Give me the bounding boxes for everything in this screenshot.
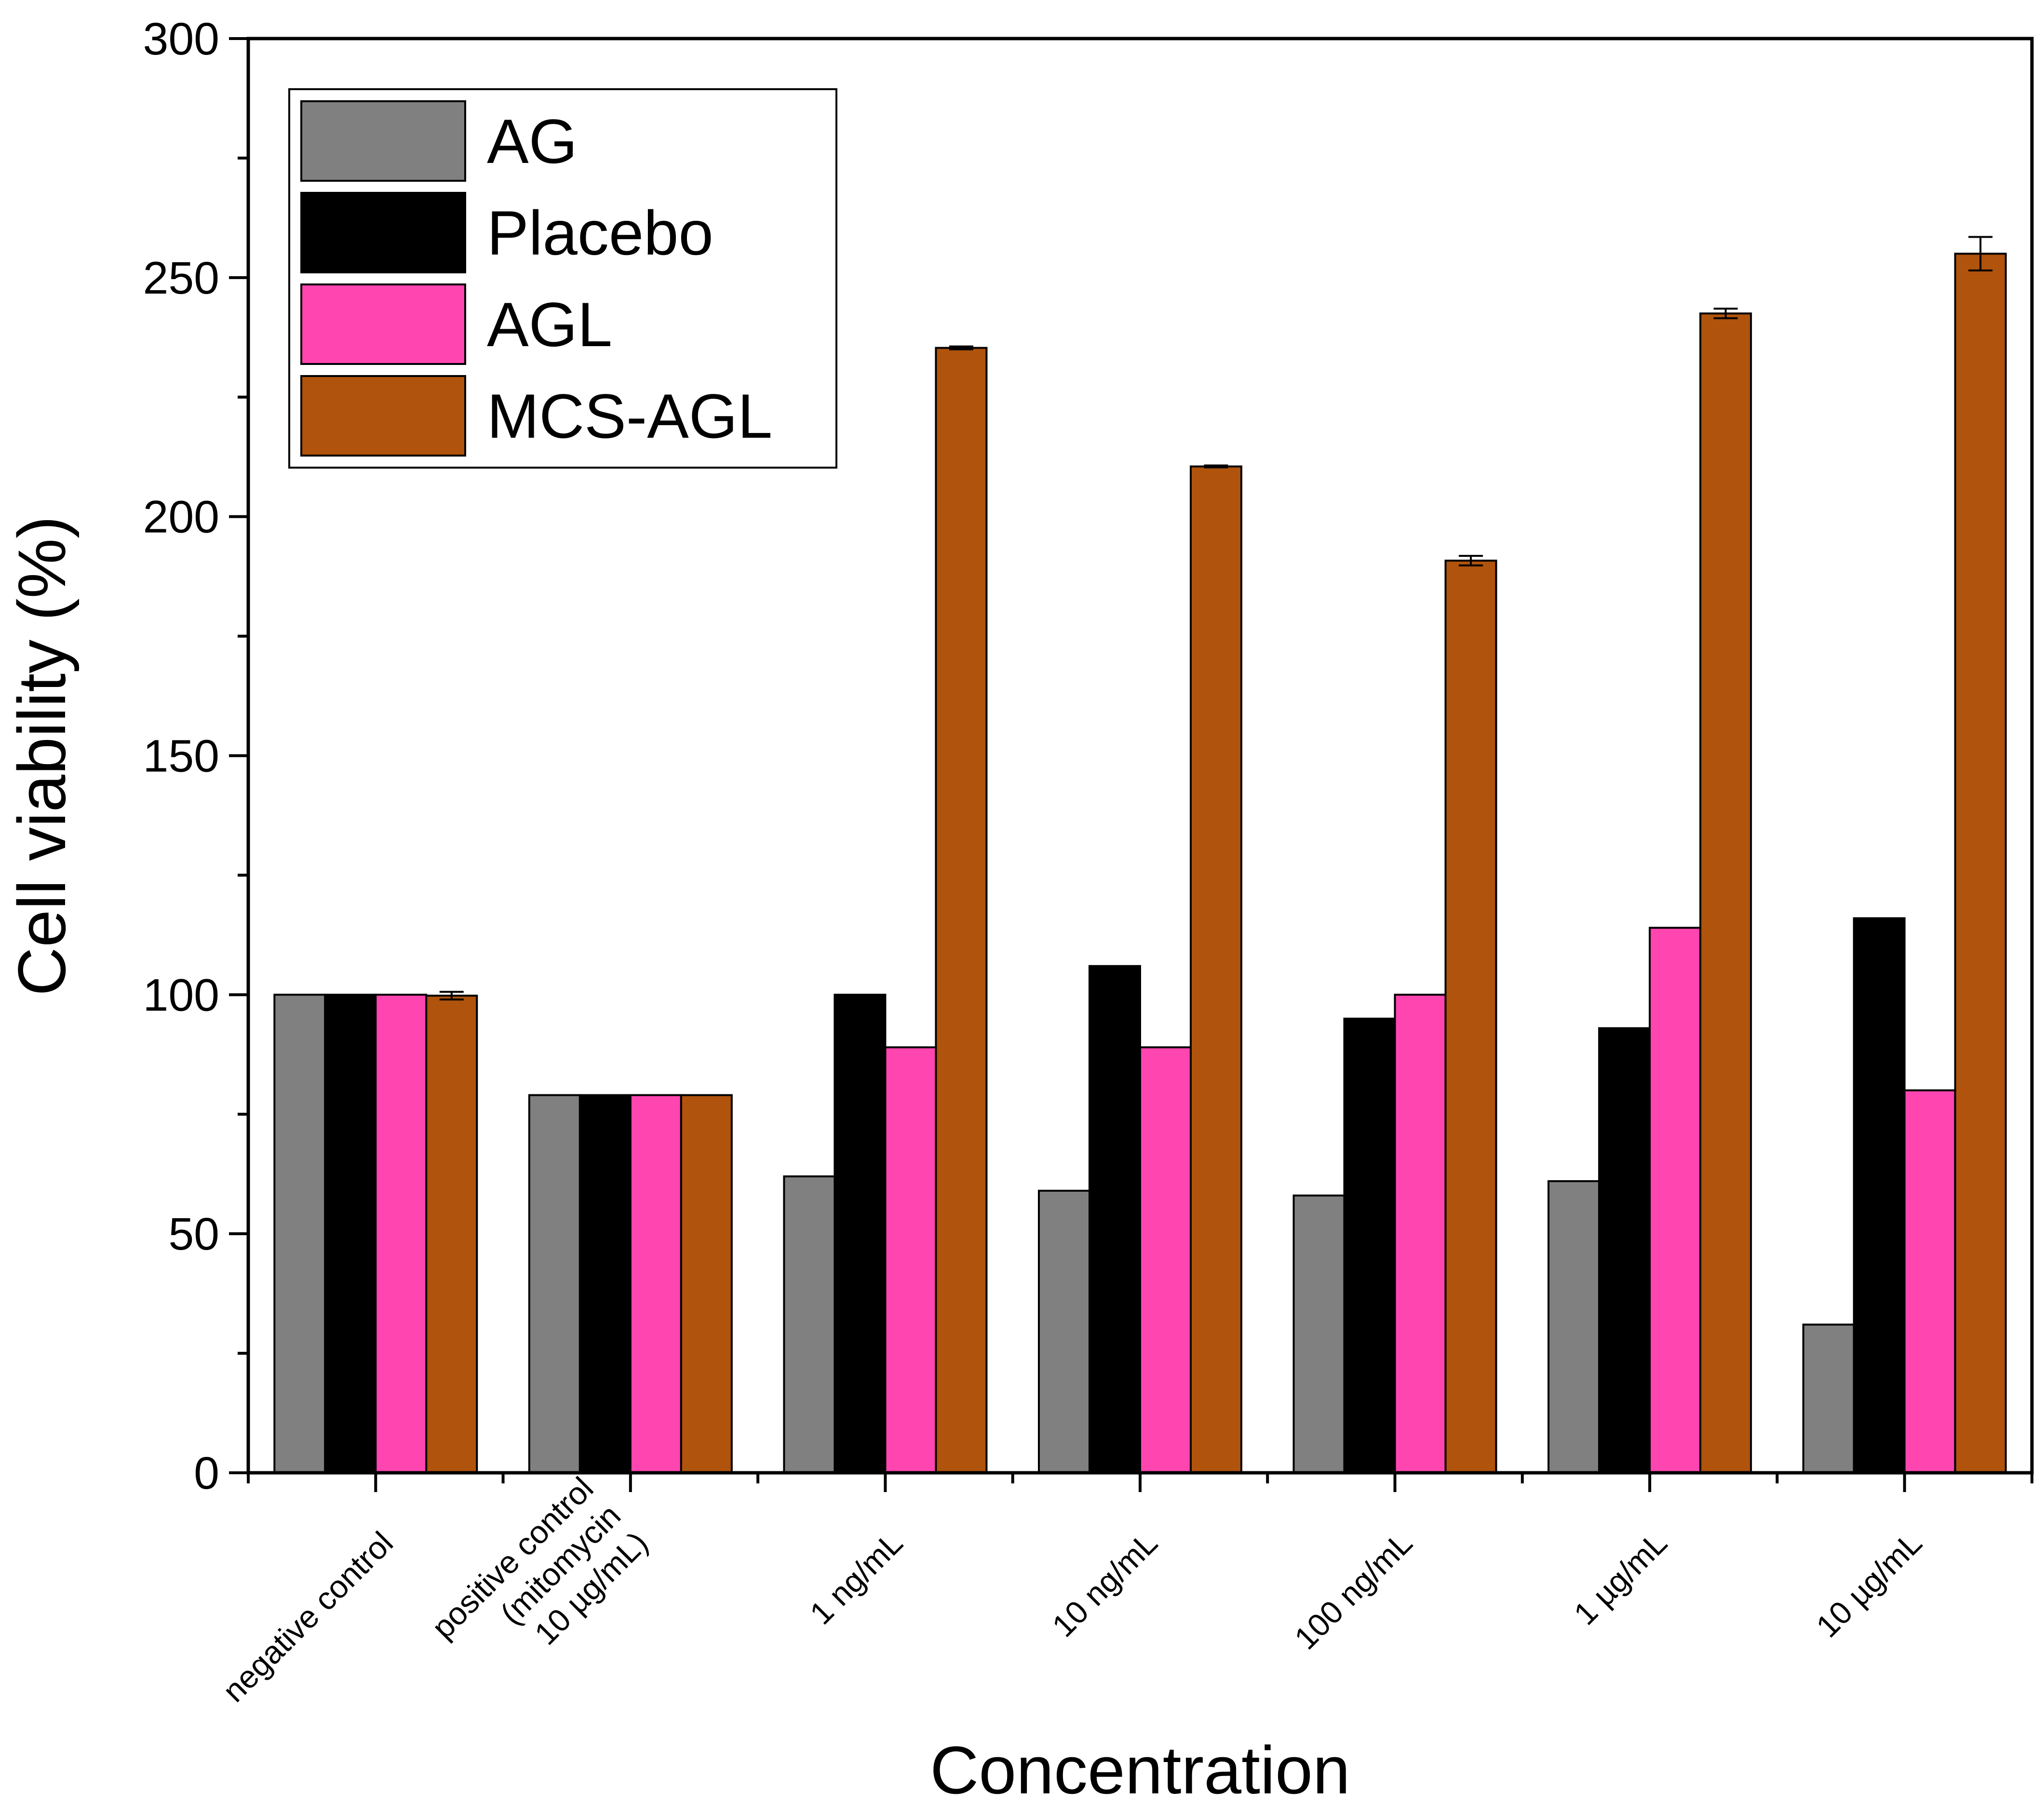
bar-ag-5 — [1547, 1180, 1600, 1474]
error-bar-mcs-agl-5 — [1713, 308, 1738, 320]
y-tick-label: 300 — [143, 13, 219, 65]
y-tick-label: 0 — [194, 1448, 219, 1499]
bar-ag-0 — [273, 994, 326, 1474]
legend-label-ag: AG — [487, 106, 578, 176]
bar-mcs-agl-1 — [680, 1094, 733, 1474]
bar-mcs-agl-5 — [1699, 312, 1752, 1474]
bar-placebo-2 — [834, 994, 887, 1474]
legend-items: AG Placebo AGL MCS-AGL — [300, 100, 772, 457]
y-tick-label: 50 — [168, 1209, 219, 1260]
bar-placebo-4 — [1343, 1017, 1396, 1474]
error-bars-layer — [439, 236, 1993, 1001]
bar-agl-0 — [375, 994, 428, 1474]
bar-placebo-1 — [578, 1094, 632, 1474]
y-tick-label: 150 — [143, 731, 219, 782]
bar-placebo-6 — [1853, 917, 1906, 1474]
error-bar-mcs-agl-3 — [1204, 464, 1228, 469]
error-bar-mcs-agl-6 — [1968, 236, 1993, 271]
bar-ag-6 — [1802, 1323, 1855, 1474]
y-tick-label: 100 — [143, 969, 219, 1021]
bar-mcs-agl-2 — [935, 347, 988, 1474]
bar-agl-2 — [884, 1046, 937, 1474]
bar-agl-4 — [1394, 994, 1447, 1474]
ticks-layer — [229, 37, 2033, 1492]
bar-placebo-5 — [1598, 1027, 1651, 1474]
legend-swatch-placebo — [300, 192, 466, 273]
legend-swatch-mcs-agl — [300, 375, 466, 457]
bars-layer — [273, 253, 2007, 1474]
bar-ag-1 — [528, 1094, 581, 1474]
y-axis-title: Cell viability (%) — [4, 516, 80, 996]
legend-swatch-agl — [300, 283, 466, 365]
error-bar-mcs-agl-0 — [439, 991, 464, 1001]
bar-agl-5 — [1649, 927, 1702, 1474]
legend: AG Placebo AGL MCS-AGL — [288, 88, 837, 469]
error-bar-mcs-agl-4 — [1459, 554, 1483, 566]
bar-ag-2 — [783, 1175, 836, 1474]
bar-agl-3 — [1139, 1046, 1192, 1474]
bar-placebo-0 — [324, 994, 377, 1474]
bar-ag-4 — [1292, 1194, 1345, 1474]
bar-agl-6 — [1903, 1089, 1956, 1474]
legend-label-placebo: Placebo — [487, 198, 713, 268]
bar-mcs-agl-6 — [1954, 253, 2007, 1474]
bar-mcs-agl-4 — [1444, 559, 1497, 1474]
bar-mcs-agl-3 — [1190, 465, 1242, 1474]
legend-swatch-ag — [300, 100, 466, 182]
x-axis-title: Concentration — [930, 1732, 1350, 1808]
bar-mcs-agl-0 — [425, 995, 478, 1474]
bar-placebo-3 — [1089, 965, 1141, 1474]
error-bar-mcs-agl-2 — [949, 345, 973, 350]
bar-ag-3 — [1038, 1189, 1090, 1474]
y-tick-label: 200 — [143, 492, 219, 543]
legend-label-agl: AGL — [487, 289, 612, 360]
legend-label-mcs-agl: MCS-AGL — [487, 381, 772, 451]
bar-agl-1 — [629, 1094, 682, 1474]
y-tick-label: 250 — [143, 253, 219, 304]
